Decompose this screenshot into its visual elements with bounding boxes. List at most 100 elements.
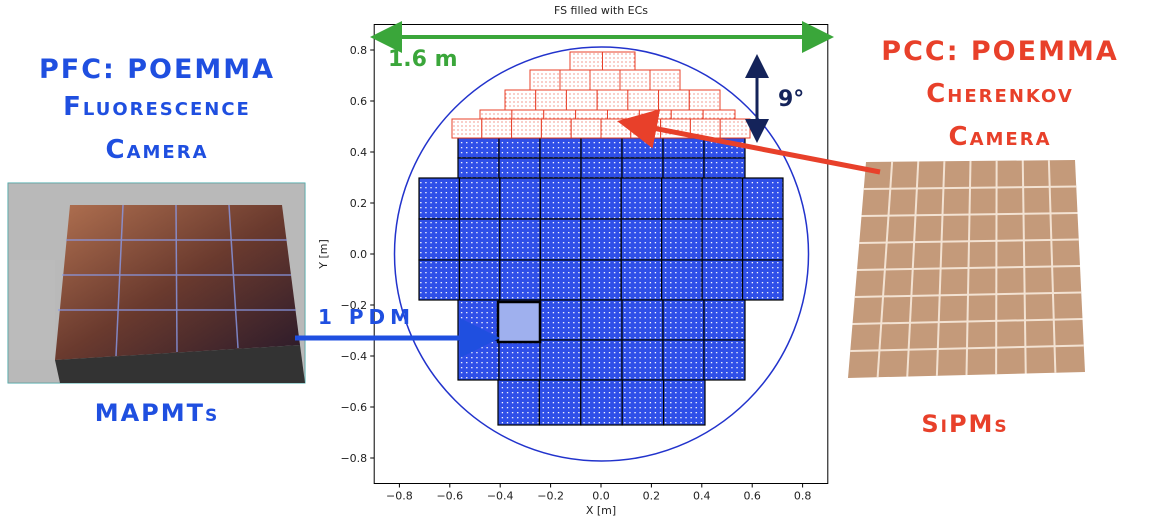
- pdm: [580, 259, 622, 301]
- pdm: [621, 157, 664, 179]
- sipm-gridline: [850, 344, 1084, 352]
- sipm-gridline: [1047, 160, 1057, 373]
- x-tick-label: 0.6: [743, 490, 761, 503]
- pdm: [457, 137, 500, 159]
- pcc-arrow: [617, 109, 881, 175]
- right-title: Camera: [948, 122, 1051, 152]
- x-tick-label: 0.8: [794, 490, 812, 503]
- pdm: [620, 177, 663, 220]
- pdm: [703, 157, 746, 179]
- y-tick-label: −0.4: [340, 350, 367, 363]
- pdm: [701, 259, 744, 301]
- pdm: [458, 177, 501, 220]
- pcc-tile: [602, 51, 636, 71]
- pcc-tile: [570, 118, 602, 139]
- x-tick-label: 0.2: [643, 490, 661, 503]
- pcc-tile: [535, 89, 567, 111]
- pdm: [661, 259, 703, 301]
- pdm: [458, 218, 501, 261]
- pdm: [539, 177, 582, 220]
- x-tick-label: 0.4: [693, 490, 711, 503]
- sipm-gridline: [1021, 160, 1027, 374]
- pcc-tile: [451, 118, 483, 139]
- y-tick-label: 0.6: [350, 95, 368, 108]
- pdm: [457, 299, 500, 341]
- left-caption: MAPMTs: [95, 399, 220, 427]
- pdm: [741, 259, 784, 301]
- pdm: [539, 137, 582, 159]
- pdm: [662, 137, 705, 159]
- pdm: [703, 299, 746, 341]
- pdm: [580, 218, 622, 261]
- mapmt-photo: [7, 182, 306, 384]
- pdm: [701, 218, 744, 261]
- pcc-tile: [600, 118, 632, 139]
- pdm: [418, 177, 461, 220]
- pcc-tile: [627, 89, 660, 111]
- pdm: [539, 339, 582, 381]
- pdm: [539, 299, 582, 341]
- pdm: [741, 177, 784, 220]
- pdm: [701, 177, 744, 220]
- pdm: [621, 299, 664, 341]
- pdm: [498, 137, 541, 159]
- pdm: [620, 259, 663, 301]
- x-tick-label: 0.0: [592, 490, 610, 503]
- pdm: [580, 137, 623, 159]
- right-caption: SiPMs: [921, 410, 1008, 438]
- pdm: [458, 259, 501, 301]
- pcc-tile: [569, 51, 603, 71]
- left-title: Fluorescence: [63, 92, 251, 122]
- focal-surface: [393, 46, 810, 462]
- x-axis-label: X [m]: [586, 504, 616, 517]
- pcc-tile: [511, 118, 542, 139]
- y-tick-label: 0.2: [350, 197, 368, 210]
- pdm: [457, 339, 500, 381]
- pdm: [621, 137, 664, 159]
- right-title: PCC: POEMMA: [881, 36, 1118, 67]
- pcc-tile: [619, 69, 651, 91]
- pdm: [499, 177, 541, 220]
- pcc-tile: [565, 89, 598, 111]
- left-title: Camera: [105, 135, 208, 165]
- pdm: [662, 339, 705, 381]
- pcc-tile: [481, 118, 513, 139]
- x-tick-label: −0.4: [487, 490, 514, 503]
- plot: FS filled with ECs X [m] Y [m] −0.8 −0.6 −…: [317, 4, 829, 517]
- pcc-tile: [596, 89, 629, 111]
- pdm: [539, 218, 582, 261]
- pdm: [497, 379, 541, 426]
- pcc-tile: [589, 69, 621, 91]
- x-tick-label: −0.8: [386, 490, 413, 503]
- pdm: [661, 177, 703, 220]
- x-tick-label: −0.2: [537, 490, 564, 503]
- sipm-gridline: [856, 265, 1081, 271]
- y-tick-label: −0.8: [340, 452, 367, 465]
- pdm: [580, 177, 622, 220]
- pdm: [498, 339, 541, 381]
- pdm: [539, 157, 582, 179]
- pdm: [620, 218, 663, 261]
- pdm: [418, 218, 461, 261]
- left-title: PFC: POEMMA: [39, 54, 275, 85]
- pdm: [741, 218, 784, 261]
- pdm: [662, 157, 705, 179]
- y-tick-label: 0.4: [350, 146, 368, 159]
- highlighted-pdm: [496, 300, 542, 344]
- pdm: [457, 157, 500, 179]
- right-title: Cherenkov: [926, 79, 1074, 109]
- y-tick-label: 0.8: [350, 44, 368, 57]
- pdm: [499, 259, 541, 301]
- pcc-tile: [529, 69, 561, 91]
- pdm: [580, 379, 623, 426]
- pdm: [580, 299, 623, 341]
- pdm: [662, 299, 705, 341]
- pcc-tile: [658, 89, 690, 111]
- pdm: [703, 339, 746, 381]
- y-axis-label: Y [m]: [317, 239, 330, 270]
- x-tick-label: −0.6: [436, 490, 463, 503]
- width-label: 1.6 m: [388, 47, 458, 72]
- sipm-photo: [848, 160, 1085, 378]
- pcc-tile: [719, 118, 751, 139]
